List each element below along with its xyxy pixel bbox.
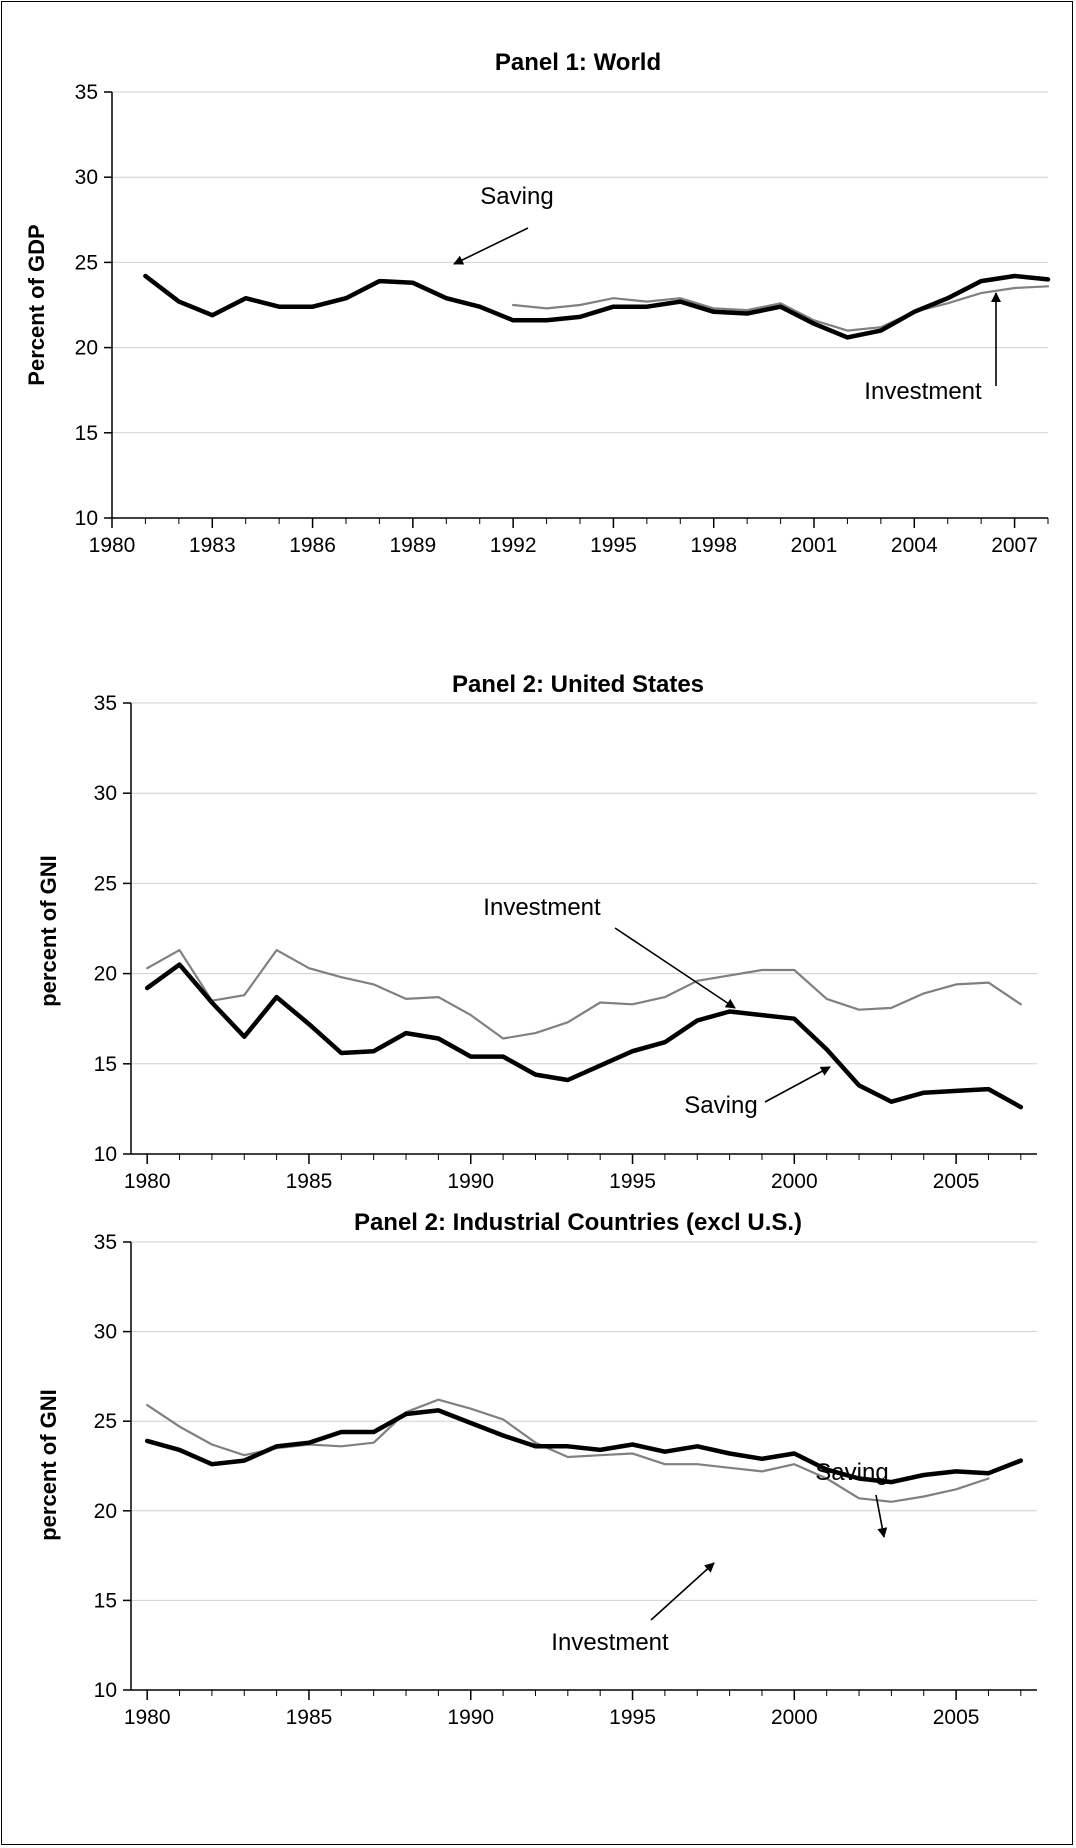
panel-2-annotation-investment: Investment xyxy=(483,894,601,921)
annotation-arrow xyxy=(614,927,736,1009)
panel-1-gridlines xyxy=(112,91,1048,434)
x-tick-label: 2007 xyxy=(991,534,1038,557)
x-tick-label: 2005 xyxy=(933,1706,980,1729)
panel-2-title: Panel 2: United States xyxy=(452,671,704,698)
series-line-investment xyxy=(146,948,1022,1040)
panel-1-y-axis-label: Percent of GDP xyxy=(24,224,49,385)
panel-3-y-axis-label: percent of GNI xyxy=(36,1389,61,1541)
y-tick-label: 15 xyxy=(75,422,98,445)
y-tick-label: 20 xyxy=(94,1500,117,1523)
x-tick-label: 1983 xyxy=(189,534,236,557)
x-tick-label: 1990 xyxy=(447,1706,494,1729)
panel-1-series xyxy=(143,273,1051,340)
annotation-arrow xyxy=(650,1562,715,1621)
panel-2-series xyxy=(144,948,1024,1110)
panel-1-annotation-investment: Investment xyxy=(864,378,982,405)
x-tick-label: 1985 xyxy=(286,1170,333,1193)
x-tick-label: 2000 xyxy=(771,1706,818,1729)
x-tick-label: 2005 xyxy=(933,1170,980,1193)
panel-3-gridlines xyxy=(131,1241,1037,1601)
y-tick-label: 15 xyxy=(94,1589,117,1612)
x-tick-label: 1990 xyxy=(447,1170,494,1193)
y-tick-label: 25 xyxy=(94,1410,117,1433)
x-tick-label: 1995 xyxy=(590,534,637,557)
y-tick-label: 35 xyxy=(75,81,98,104)
x-tick-label: 1986 xyxy=(289,534,336,557)
x-tick-label: 1998 xyxy=(690,534,737,557)
y-tick-label: 25 xyxy=(94,872,117,895)
panel-3-annotations: Saving Investment xyxy=(551,1459,888,1656)
y-tick-label: 35 xyxy=(94,1231,117,1254)
x-tick-label: 1980 xyxy=(89,534,136,557)
panel-1-title: Panel 1: World xyxy=(495,49,661,76)
x-tick-label: 2001 xyxy=(791,534,838,557)
panel-3-axes: 10 15 20 25 30 35 1980 1985 1990 1995 2000 2005 xyxy=(94,1231,1037,1729)
x-tick-label: 1985 xyxy=(286,1706,333,1729)
panel-3-annotation-saving: Saving xyxy=(815,1459,888,1486)
y-tick-label: 35 xyxy=(94,692,117,715)
annotation-arrow xyxy=(764,1066,831,1103)
y-tick-label: 30 xyxy=(75,166,98,189)
panel-3-annotation-investment: Investment xyxy=(551,1629,669,1656)
panel-3-title: Panel 2: Industrial Countries (excl U.S.… xyxy=(354,1209,802,1236)
panel-2-annotation-saving: Saving xyxy=(684,1092,757,1119)
annotation-arrow xyxy=(453,227,529,265)
series-line-saving xyxy=(144,962,1024,1110)
y-tick-label: 10 xyxy=(94,1679,117,1702)
x-tick-label: 1995 xyxy=(609,1170,656,1193)
panel-2-annotations: Investment Saving xyxy=(483,894,831,1119)
y-tick-label: 20 xyxy=(94,963,117,986)
y-tick-label: 15 xyxy=(94,1053,117,1076)
panel-2-gridlines xyxy=(131,702,1037,1065)
panel-3-series xyxy=(144,1398,1024,1503)
panel-1: Panel 1: World Percent of GDP 10 15 20 25 30… xyxy=(24,49,1051,557)
x-tick-label: 1992 xyxy=(490,534,537,557)
panel-1-annotation-saving: Saving xyxy=(480,183,553,210)
panel-3: Panel 2: Industrial Countries (excl U.S.… xyxy=(36,1209,1037,1729)
y-tick-label: 30 xyxy=(94,1321,117,1344)
x-tick-label: 2000 xyxy=(771,1170,818,1193)
y-tick-label: 30 xyxy=(94,782,117,805)
x-tick-label: 1980 xyxy=(124,1170,171,1193)
x-tick-label: 1989 xyxy=(389,534,436,557)
y-tick-label: 10 xyxy=(94,1143,117,1166)
panel-2-y-axis-label: percent of GNI xyxy=(36,855,61,1007)
x-tick-label: 1980 xyxy=(124,1706,171,1729)
panel-1-annotations: Saving Investment xyxy=(453,183,1001,405)
series-line-saving xyxy=(144,1408,1024,1485)
series-line-investment xyxy=(146,1398,990,1503)
y-tick-label: 10 xyxy=(75,507,98,530)
annotation-arrow xyxy=(875,1494,888,1538)
x-tick-label: 2004 xyxy=(891,534,938,557)
series-line-investment xyxy=(511,285,1050,332)
series-line-saving xyxy=(143,273,1051,340)
y-tick-label: 25 xyxy=(75,251,98,274)
panel-2: Panel 2: United States percent of GNI 10… xyxy=(36,671,1037,1193)
x-tick-label: 1995 xyxy=(609,1706,656,1729)
panel-1-axes: 10 15 20 25 30 35 1980 1983 1986 1989 1992 1995 1998… xyxy=(75,81,1049,557)
y-tick-label: 20 xyxy=(75,337,98,360)
panel-2-axes: 10 15 20 25 30 35 1980 1985 1990 1995 2000 2005 xyxy=(94,692,1037,1193)
